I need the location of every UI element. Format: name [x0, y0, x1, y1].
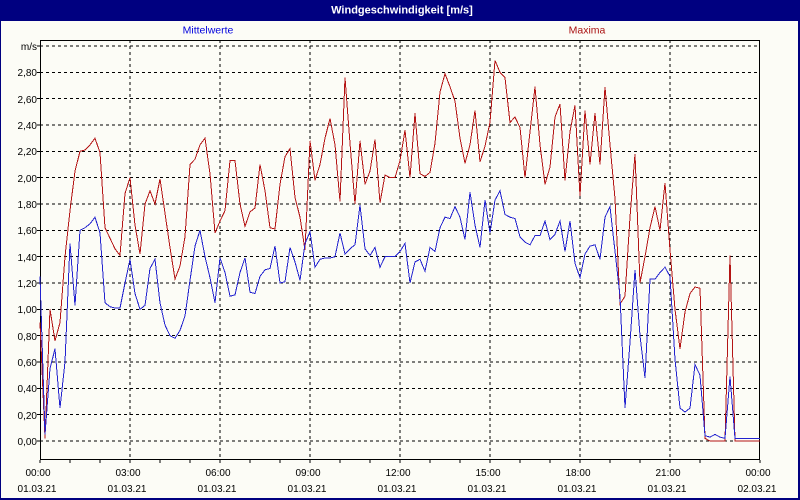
svg-text:Maxima: Maxima	[569, 25, 606, 37]
svg-text:00:00: 00:00	[745, 468, 770, 479]
svg-text:2,00: 2,00	[18, 174, 38, 185]
svg-text:01.03.21: 01.03.21	[108, 484, 147, 495]
svg-text:0,00: 0,00	[18, 437, 38, 448]
svg-text:01.03.21: 01.03.21	[198, 484, 237, 495]
svg-text:01.03.21: 01.03.21	[558, 484, 597, 495]
svg-text:0,40: 0,40	[18, 384, 38, 395]
svg-text:02.03.21: 02.03.21	[738, 484, 777, 495]
svg-text:01.03.21: 01.03.21	[648, 484, 687, 495]
svg-text:m/s: m/s	[21, 42, 37, 53]
svg-text:12:00: 12:00	[385, 468, 410, 479]
svg-text:00:00: 00:00	[25, 468, 50, 479]
svg-text:1,40: 1,40	[18, 253, 38, 264]
svg-text:2,80: 2,80	[18, 68, 38, 79]
svg-text:06:00: 06:00	[205, 468, 230, 479]
svg-text:2,60: 2,60	[18, 95, 38, 106]
svg-text:01.03.21: 01.03.21	[378, 484, 417, 495]
svg-text:09:00: 09:00	[295, 468, 320, 479]
svg-text:01.03.21: 01.03.21	[288, 484, 327, 495]
svg-text:01.03.21: 01.03.21	[468, 484, 507, 495]
svg-text:01.03.21: 01.03.21	[18, 484, 57, 495]
svg-text:Windgeschwindigkeit [m/s]: Windgeschwindigkeit [m/s]	[331, 5, 473, 17]
svg-text:18:00: 18:00	[565, 468, 590, 479]
svg-text:2,40: 2,40	[18, 121, 38, 132]
svg-text:21:00: 21:00	[655, 468, 680, 479]
svg-text:0,60: 0,60	[18, 358, 38, 369]
svg-text:0,20: 0,20	[18, 411, 38, 422]
svg-text:Mittelwerte: Mittelwerte	[183, 25, 234, 37]
svg-text:2,20: 2,20	[18, 147, 38, 158]
svg-text:1,80: 1,80	[18, 200, 38, 211]
svg-text:03:00: 03:00	[115, 468, 140, 479]
svg-text:0,80: 0,80	[18, 332, 38, 343]
svg-text:15:00: 15:00	[475, 468, 500, 479]
svg-text:1,60: 1,60	[18, 226, 38, 237]
svg-text:1,20: 1,20	[18, 279, 38, 290]
svg-text:1,00: 1,00	[18, 305, 38, 316]
